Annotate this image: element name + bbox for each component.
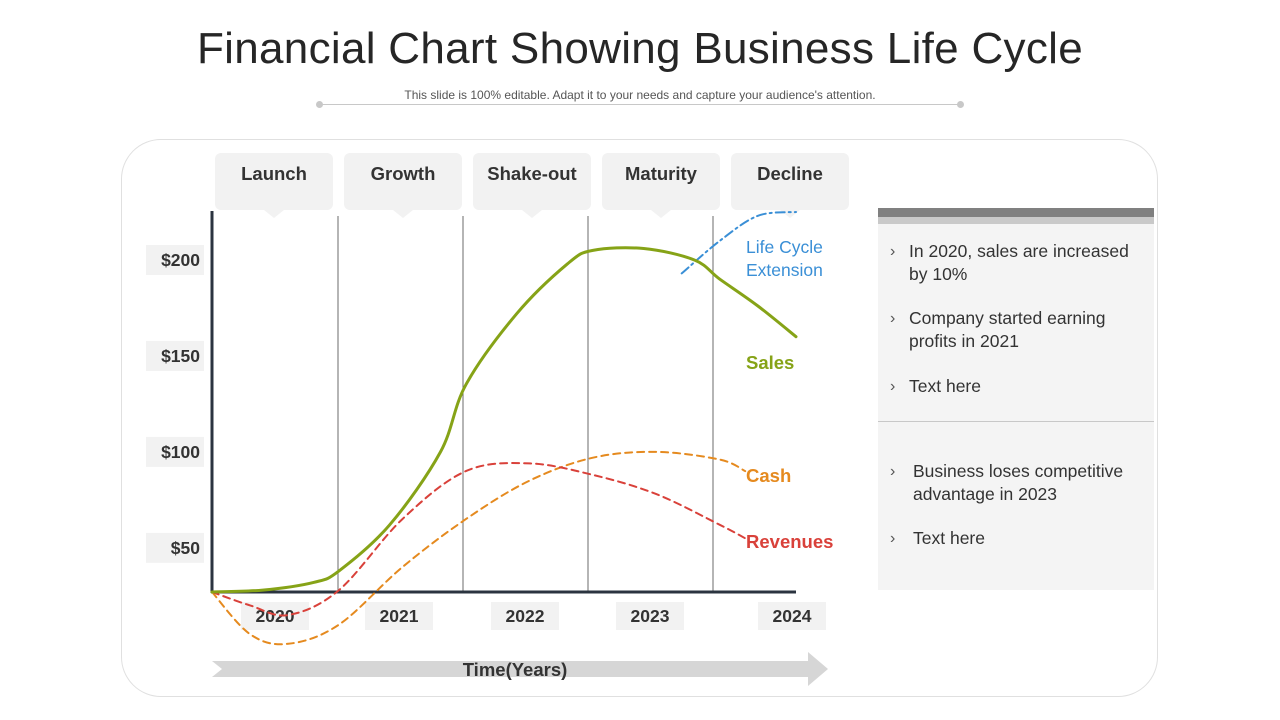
divider-dot-right [957, 101, 964, 108]
panel-note: Text here [913, 528, 985, 548]
series-label-revenues: Revenues [746, 531, 833, 552]
x-axis-title: Time(Years) [463, 659, 568, 680]
phase-label: Launch [241, 163, 307, 184]
x-tick-label: 2022 [506, 606, 545, 626]
phase-tab [215, 153, 333, 210]
phase-label: Maturity [625, 163, 698, 184]
y-tick-label: $150 [161, 346, 200, 366]
phase-tab [473, 153, 591, 210]
phase-tab [602, 153, 720, 210]
chevron-icon: › [890, 463, 896, 480]
y-tick-label: $50 [171, 538, 200, 558]
panel-note: Business loses competitive advantage in … [913, 461, 1124, 504]
x-tick-label: 2021 [380, 606, 419, 626]
panel-header-bar [878, 208, 1154, 217]
y-tick-box [146, 532, 204, 563]
phase-tab-pointer [264, 210, 284, 218]
series-line-cash [211, 450, 747, 646]
series-line-revenues [211, 462, 747, 617]
y-tick-label: $200 [161, 250, 200, 270]
panel-divider [878, 421, 1154, 422]
phase-label: Decline [757, 163, 823, 184]
divider-dot-left [316, 101, 323, 108]
x-tick-box [491, 602, 559, 630]
series-label-cash: Cash [746, 465, 791, 486]
panel-note: Text here [909, 376, 981, 396]
series-label-extension: Extension [746, 260, 823, 280]
x-tick-box [365, 602, 433, 630]
x-tick-label: 2023 [631, 606, 670, 626]
slide-subtitle: This slide is 100% editable. Adapt it to… [404, 88, 876, 102]
y-tick-box [146, 244, 204, 275]
notes-panel: › In 2020, sales are increased by 10% › … [878, 208, 1154, 590]
panel-note: Company started earning profits in 2021 [909, 308, 1106, 351]
phase-label: Growth [371, 163, 436, 184]
y-tick-label: $100 [161, 442, 200, 462]
x-tick-label: 2024 [773, 606, 812, 626]
subtitle-divider [320, 104, 960, 105]
phase-tab-pointer [393, 210, 413, 218]
series-label-sales: Sales [746, 352, 794, 373]
y-tick-box [146, 436, 204, 467]
phase-label: Shake-out [487, 163, 576, 184]
chevron-icon: › [890, 243, 896, 260]
series-line-life-cycle-extension [680, 211, 797, 275]
phase-tab [731, 153, 849, 210]
slide-title: Financial Chart Showing Business Life Cy… [197, 24, 1083, 73]
phase-tab-pointer [651, 210, 671, 218]
x-tick-box [758, 602, 826, 630]
phase-tab-pointer [522, 210, 542, 218]
x-tick-box [616, 602, 684, 630]
chevron-icon: › [890, 378, 896, 395]
time-arrow [212, 652, 828, 686]
chevron-icon: › [890, 530, 896, 547]
series-label-extension: Life Cycle [746, 237, 823, 257]
panel-note: In 2020, sales are increased by 10% [909, 241, 1129, 284]
panel-header-bar-light [878, 217, 1154, 224]
chevron-icon: › [890, 310, 896, 327]
series-line-sales [210, 246, 798, 594]
y-tick-box [146, 340, 204, 371]
phase-tab [344, 153, 462, 210]
x-tick-label: 2020 [256, 606, 295, 626]
